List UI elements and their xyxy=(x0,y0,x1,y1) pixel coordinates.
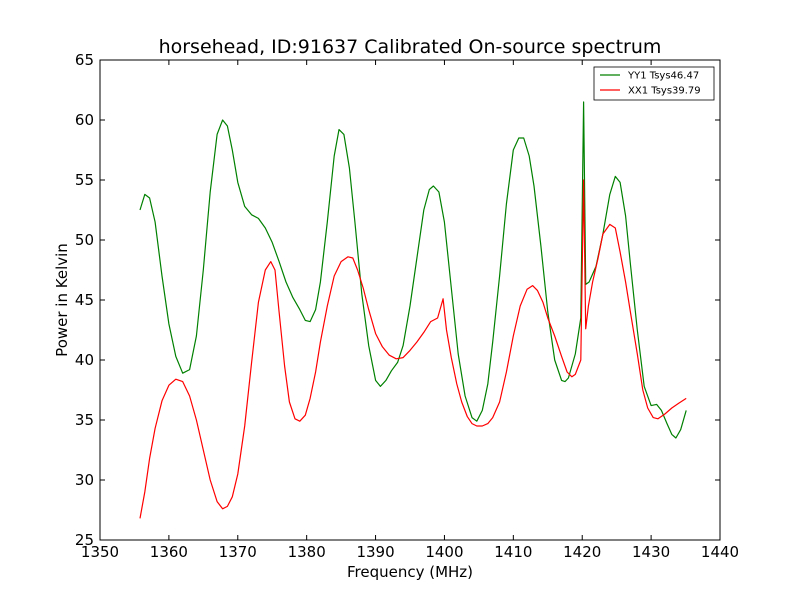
x-tick-label: 1410 xyxy=(494,543,532,561)
x-tick-label: 1420 xyxy=(563,543,601,561)
legend: YY1 Tsys46.47 XX1 Tsys39.79 xyxy=(593,66,715,101)
y-tick-label: 30 xyxy=(75,471,94,489)
y-tick-label: 60 xyxy=(75,111,94,129)
y-axis-label: Power in Kelvin xyxy=(53,243,71,357)
x-tick-label: 1360 xyxy=(150,543,188,561)
y-tick-label: 50 xyxy=(75,231,94,249)
x-axis-label: Frequency (MHz) xyxy=(347,563,473,581)
y-tick-label: 25 xyxy=(75,531,94,549)
series-line-xx1 xyxy=(139,179,687,519)
x-tick-label: 1350 xyxy=(81,543,119,561)
y-tick-label: 55 xyxy=(75,171,94,189)
plot-lines xyxy=(139,101,687,519)
y-tick-label: 40 xyxy=(75,351,94,369)
y-tick-label: 65 xyxy=(75,51,94,69)
legend-label-xx1: XX1 Tsys39.79 xyxy=(628,86,701,97)
legend-box xyxy=(593,66,715,101)
y-axis-ticks: 25 30 35 40 45 50 55 60 65 xyxy=(75,51,720,549)
x-tick-label: 1440 xyxy=(701,543,739,561)
x-axis-ticks: 1350 1360 1370 1380 1390 1400 1410 1420 1430 1440 xyxy=(81,60,739,561)
x-tick-label: 1380 xyxy=(288,543,326,561)
legend-label-yy1: YY1 Tsys46.47 xyxy=(627,71,699,82)
x-tick-label: 1430 xyxy=(632,543,670,561)
x-tick-label: 1390 xyxy=(356,543,394,561)
y-tick-label: 45 xyxy=(75,291,94,309)
chart-title: horsehead, ID:91637 Calibrated On-source… xyxy=(159,36,662,58)
plot-frame xyxy=(99,59,721,541)
y-tick-label: 35 xyxy=(75,411,94,429)
x-tick-label: 1400 xyxy=(425,543,463,561)
x-tick-label: 1370 xyxy=(219,543,257,561)
